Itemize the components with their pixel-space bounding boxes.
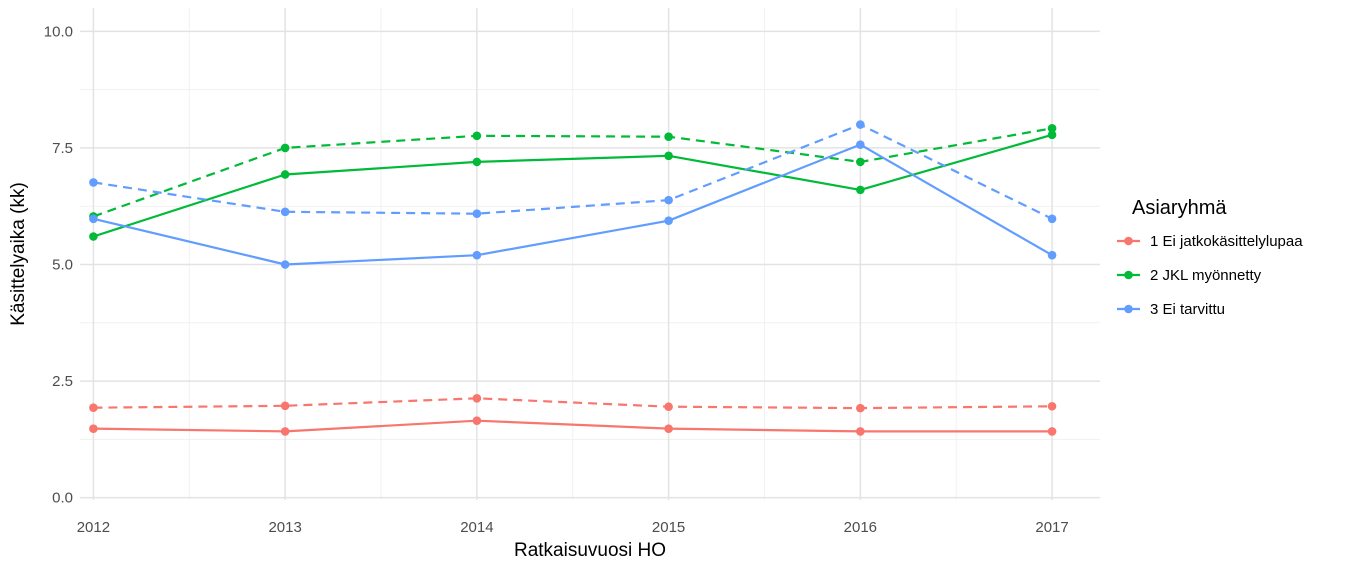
legend: Asiaryhmä 1 Ei jatkokäsittelylupaa 2 JKL …	[1117, 197, 1303, 318]
data-point	[472, 209, 482, 218]
x-tick-label: 2012	[77, 519, 110, 536]
data-point	[856, 427, 865, 436]
y-axis-ticks: 0.0 2.5 5.0 7.5 10.0	[44, 23, 73, 506]
legend-label: 1 Ei jatkokäsittelylupaa	[1150, 233, 1303, 250]
series-line	[93, 133, 1053, 238]
data-point	[280, 260, 290, 269]
y-tick-label: 2.5	[52, 373, 73, 390]
data-point	[664, 424, 673, 433]
data-point	[280, 207, 290, 217]
series-line	[93, 397, 1053, 410]
x-tick-label: 2017	[1035, 519, 1068, 536]
data-point	[664, 132, 673, 142]
y-tick-label: 0.0	[52, 490, 73, 507]
legend-key-point	[1124, 304, 1133, 314]
data-point	[1047, 401, 1057, 411]
data-point	[856, 157, 865, 167]
legend-label: 2 JKL myönnetty	[1150, 267, 1262, 284]
series-2-dashed	[89, 124, 1057, 221]
data-point	[856, 185, 865, 195]
data-point	[664, 216, 673, 225]
data-point	[89, 403, 98, 412]
data-point	[472, 157, 482, 167]
series-line	[93, 123, 1053, 220]
data-point	[1047, 130, 1057, 140]
data-point	[856, 403, 865, 413]
data-point	[89, 424, 98, 433]
series-1-solid	[89, 416, 1057, 436]
data-point	[89, 214, 98, 224]
data-point	[1047, 427, 1057, 436]
data-point	[1047, 214, 1057, 224]
legend-key-point	[1124, 236, 1133, 246]
data-point	[89, 178, 98, 187]
data-point	[472, 416, 482, 426]
data-point	[280, 143, 290, 153]
data-point	[1047, 124, 1057, 133]
legend-entries: 1 Ei jatkokäsittelylupaa 2 JKL myönnetty 3…	[1117, 233, 1303, 318]
y-tick-label: 10.0	[44, 23, 73, 40]
legend-entry: 2 JKL myönnetty	[1117, 267, 1262, 284]
series-3-solid	[89, 140, 1057, 269]
legend-entry: 1 Ei jatkokäsittelylupaa	[1117, 233, 1303, 250]
data-point	[89, 232, 98, 241]
data-point	[472, 131, 482, 141]
legend-label: 3 Ei tarvittu	[1150, 301, 1225, 318]
data-point	[856, 140, 865, 149]
legend-key-point	[1124, 270, 1133, 280]
x-axis-ticks: 2012 2013 2014 2015 2016 2017	[77, 519, 1069, 536]
series-line	[93, 143, 1053, 266]
data-point	[664, 151, 673, 161]
data-point	[280, 170, 290, 179]
series-line	[93, 127, 1053, 218]
x-tick-label: 2015	[652, 519, 685, 536]
data-point	[1047, 250, 1057, 260]
data-point	[472, 394, 482, 403]
data-point	[280, 427, 290, 436]
x-axis-title: Ratkaisuvuosi HO	[514, 540, 666, 561]
data-point	[856, 120, 865, 129]
data-point	[664, 402, 673, 412]
series-2-solid	[89, 130, 1057, 241]
data-point	[664, 195, 673, 205]
y-tick-label: 5.0	[52, 256, 73, 273]
series-layer	[89, 120, 1057, 436]
data-point	[472, 250, 482, 260]
legend-title: Asiaryhmä	[1132, 197, 1227, 219]
series-1-dashed	[89, 394, 1057, 413]
x-tick-label: 2016	[844, 519, 877, 536]
y-tick-label: 7.5	[52, 140, 73, 157]
series-3-dashed	[89, 120, 1057, 224]
data-point	[280, 401, 290, 411]
x-tick-label: 2014	[460, 519, 493, 536]
series-line	[93, 419, 1053, 433]
x-tick-label: 2013	[268, 519, 301, 536]
y-axis-title: Käsittelyaika (kk)	[8, 182, 29, 326]
legend-entry: 3 Ei tarvittu	[1117, 301, 1225, 318]
